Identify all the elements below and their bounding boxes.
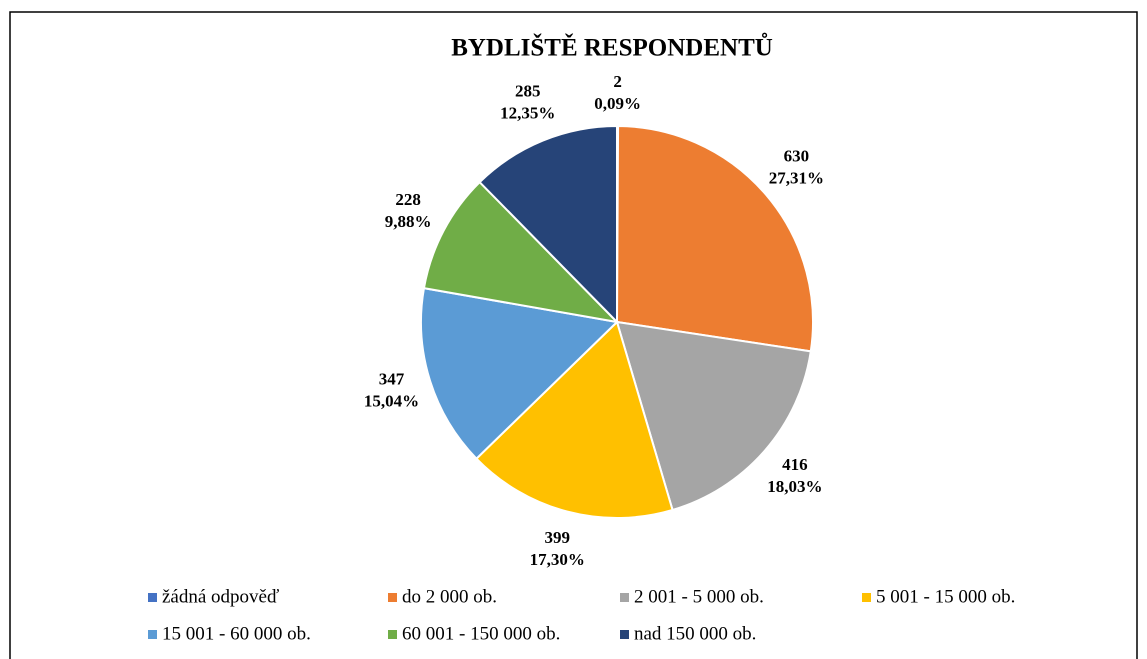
legend-swatch [620,630,629,639]
data-label-count: 2 [613,72,622,91]
pie-slice [422,180,620,324]
data-label-percent: 0,09% [594,94,641,113]
data-label-percent: 12,35% [500,103,555,122]
pie-slice [615,124,814,353]
pie-slice [615,320,812,512]
legend-label: 2 001 - 5 000 ob. [634,586,764,607]
legend-label: 60 001 - 150 000 ob. [402,623,560,644]
legend-swatch [388,593,397,602]
data-label-count: 630 [784,147,810,166]
pie-slice [475,320,674,519]
data-label-percent: 9,88% [385,212,432,231]
data-label-count: 399 [544,528,570,547]
legend-swatch [388,630,397,639]
legend-swatch [148,593,157,602]
pie-slice [420,286,620,461]
legend-label: 15 001 - 60 000 ob. [162,623,311,644]
data-label-percent: 18,03% [767,477,822,496]
data-label-count: 347 [379,369,405,388]
data-label-count: 416 [782,455,808,474]
legend-swatch [862,593,871,602]
legend-swatch [148,630,157,639]
legend-label: žádná odpověď [162,586,279,607]
legend-swatch [620,593,629,602]
data-label-count: 228 [395,190,421,209]
legend-label: 5 001 - 15 000 ob. [876,586,1015,607]
chart-title: BYDLIŠTĚ RESPONDENTŮ [451,32,773,62]
data-label-percent: 27,31% [769,169,824,188]
legend-label: nad 150 000 ob. [634,623,756,644]
data-label-percent: 17,30% [530,550,585,569]
data-label-percent: 15,04% [364,391,419,410]
pie-slice [478,124,618,325]
legend-label: do 2 000 ob. [402,586,497,607]
data-label-count: 285 [515,81,541,100]
